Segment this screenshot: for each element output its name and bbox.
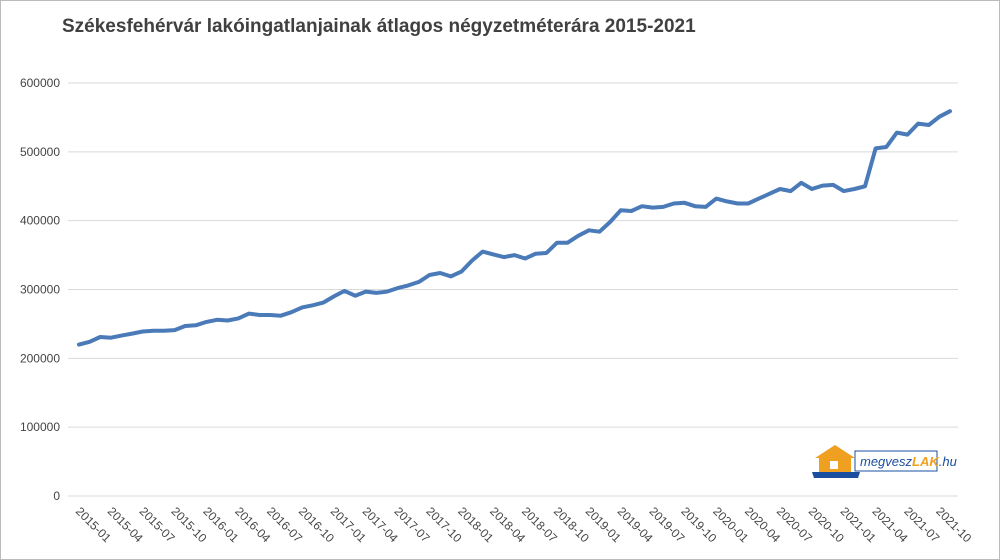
y-tick-label: 200000 [20, 351, 60, 365]
y-tick-label: 0 [53, 489, 60, 503]
y-tick-label: 300000 [20, 283, 60, 297]
line [77, 109, 952, 347]
y-tick-label: 400000 [20, 214, 60, 228]
y-tick-label: 500000 [20, 145, 60, 159]
y-tick-label: 600000 [20, 76, 60, 90]
logo-suffix: .hu [939, 454, 957, 469]
logo-brand: megvesz [860, 454, 913, 469]
svg-text:megveszLAK.hu: megveszLAK.hu [860, 454, 957, 469]
y-tick-label: 100000 [20, 420, 60, 434]
logo: megveszLAK.hu [812, 445, 957, 478]
logo-accent: LAK [912, 454, 940, 469]
chart-title: Székesfehérvár lakóingatlanjainak átlago… [62, 16, 696, 37]
